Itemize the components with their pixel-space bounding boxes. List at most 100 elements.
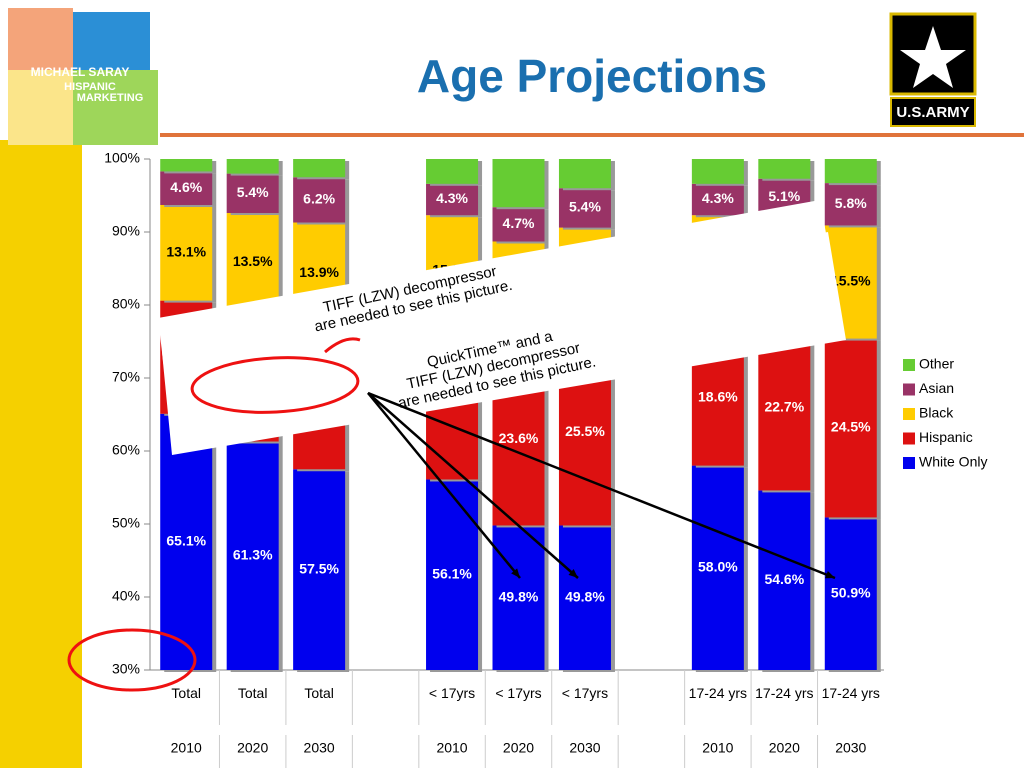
annotation-circle xyxy=(190,356,360,414)
bar-segment xyxy=(426,159,479,184)
bar-segment xyxy=(293,469,346,670)
bar-segment xyxy=(558,188,611,228)
data-label: 4.6% xyxy=(170,179,202,195)
y-tick-label: 100% xyxy=(104,150,140,166)
bar-segment xyxy=(758,159,811,179)
bar-segment xyxy=(226,441,279,670)
legend-label: Hispanic xyxy=(919,429,973,445)
logo-text: MARKETING xyxy=(77,92,144,104)
bar-segment xyxy=(691,465,744,670)
legend-label: Asian xyxy=(919,380,954,396)
annotation-arrow xyxy=(367,391,836,580)
bar-segment xyxy=(824,338,877,518)
x-group-label: 2020 xyxy=(237,740,268,756)
data-label: 54.6% xyxy=(764,571,804,587)
y-tick-label: 70% xyxy=(112,369,140,385)
data-label: 5.8% xyxy=(835,195,867,211)
legend-swatch xyxy=(903,432,915,445)
title-rule xyxy=(160,133,1024,137)
data-label: 24.5% xyxy=(831,419,871,435)
data-label: 18.6% xyxy=(698,388,738,404)
legend-label: White Only xyxy=(919,454,987,470)
bar-segment xyxy=(160,204,213,301)
x-group-label: 2010 xyxy=(702,740,733,756)
bar-segment xyxy=(160,413,213,670)
bar-segment xyxy=(824,159,877,184)
bar-segment xyxy=(758,490,811,670)
x-tick-label: Total xyxy=(171,685,201,701)
x-tick-label: < 17yrs xyxy=(428,685,476,701)
data-label: 49.8% xyxy=(499,588,539,604)
data-label: 13.9% xyxy=(299,264,339,280)
data-label: 5.1% xyxy=(768,188,800,204)
x-group-label: 2030 xyxy=(304,740,335,756)
data-label: 13.1% xyxy=(166,244,206,260)
logo-text: HISPANIC xyxy=(64,81,116,93)
x-group-label: 2010 xyxy=(436,740,467,756)
x-tick-label: 17-24 yrs xyxy=(755,685,814,701)
y-tick-label: 40% xyxy=(112,588,140,604)
x-group-label: 2020 xyxy=(503,740,534,756)
chart-title: Age Projections xyxy=(417,50,767,102)
overlay-box xyxy=(162,232,846,455)
bar-segment xyxy=(426,183,479,216)
legend-swatch xyxy=(903,359,915,371)
logo-left: MICHAEL SARAY HISPANIC MARKETING xyxy=(8,8,158,145)
arrow-head xyxy=(825,570,835,579)
bar-segment xyxy=(160,171,213,205)
y-tick-label: 60% xyxy=(112,442,140,458)
y-tick-label: 30% xyxy=(112,661,140,677)
bar-segment xyxy=(426,479,479,670)
side-stripe xyxy=(0,140,82,768)
bar-segment xyxy=(226,159,279,174)
bar-segment xyxy=(691,183,744,216)
y-tick-label: 90% xyxy=(112,223,140,239)
x-tick-label: Total xyxy=(304,685,334,701)
bar-segment xyxy=(492,159,545,208)
x-tick-label: 17-24 yrs xyxy=(821,685,880,701)
x-tick-label: Total xyxy=(237,685,268,701)
annotation-arrow xyxy=(367,392,521,579)
logo-text: MICHAEL SARAY xyxy=(31,65,130,79)
data-label: 58.0% xyxy=(698,559,738,575)
bar-segment xyxy=(558,159,611,189)
data-label: 61.3% xyxy=(233,546,273,562)
data-label: 15.5% xyxy=(831,273,871,289)
bar-segment xyxy=(160,159,213,172)
data-label: 65.1% xyxy=(166,533,206,549)
x-tick-label: < 17yrs xyxy=(495,685,542,701)
data-label: 5.4% xyxy=(569,199,601,215)
bar-segment xyxy=(824,517,877,670)
x-group-label: 2020 xyxy=(769,740,800,756)
legend-label: Other xyxy=(919,356,954,372)
logo-text: U.S.ARMY xyxy=(896,104,969,121)
arrow-head xyxy=(511,568,520,578)
legend-swatch xyxy=(903,408,915,420)
data-label: 49.8% xyxy=(565,588,605,604)
x-tick-label: 17-24 yrs xyxy=(688,685,748,701)
bar-segment xyxy=(293,159,346,178)
logo-right: U.S.ARMY xyxy=(889,12,977,127)
bar-segment xyxy=(824,183,877,226)
data-label: 13.5% xyxy=(233,253,273,269)
arrow-head xyxy=(568,568,578,578)
data-label: 5.4% xyxy=(237,184,269,200)
x-tick-label: < 17yrs xyxy=(561,685,609,701)
data-label: 25.5% xyxy=(565,423,605,439)
annotation-stroke xyxy=(324,337,361,354)
bar-segment xyxy=(226,213,279,312)
annotation-arrow xyxy=(367,392,579,579)
x-group-label: 2010 xyxy=(171,740,202,756)
legend-label: Black xyxy=(919,405,954,421)
data-label: 50.9% xyxy=(831,584,871,600)
bar-segment xyxy=(558,525,611,670)
data-label: 6.2% xyxy=(303,191,335,207)
data-label: 57.5% xyxy=(299,560,339,576)
annotation-circle xyxy=(67,628,197,692)
data-label: 23.6% xyxy=(499,430,539,446)
data-label: 22.7% xyxy=(764,398,804,414)
data-label: 4.3% xyxy=(702,190,734,206)
y-tick-label: 50% xyxy=(112,515,140,531)
